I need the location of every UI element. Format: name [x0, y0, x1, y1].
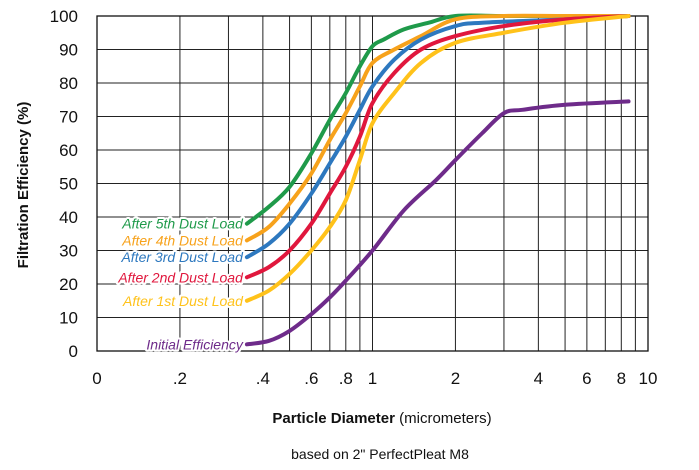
plot-frame	[96, 15, 649, 352]
y-tick-label: 0	[69, 342, 78, 361]
y-tick-label: 100	[50, 7, 78, 26]
series-label-halo-after-2nd-dust-load: After 2nd Dust Load	[117, 269, 244, 285]
series-label-initial-efficiency: Initial Efficiency	[146, 336, 243, 352]
x-tick-label: .4	[256, 369, 270, 388]
x-tick-label: 6	[582, 369, 591, 388]
x-axis-ticks: 0 .2 .4 .6 .8 1 2 4 6 8 10	[92, 369, 657, 388]
x-tick-label: .6	[304, 369, 318, 388]
x-tick-label: 10	[639, 369, 658, 388]
series-line-after-5th-dust-load	[244, 13, 631, 226]
x-axis-label: Particle Diameter (micrometers)	[272, 410, 491, 427]
y-tick-label: 90	[59, 41, 78, 60]
y-tick-label: 60	[59, 141, 78, 160]
series-label-after-3rd-dust-load: After 3rd Dust Load	[120, 249, 244, 265]
series-label-after-2nd-dust-load: After 2nd Dust Load	[117, 269, 244, 285]
x-axis-label-unit: (micrometers)	[399, 410, 492, 427]
y-tick-label: 10	[59, 309, 78, 328]
series-label-after-4th-dust-load: After 4th Dust Load	[121, 232, 244, 248]
chart-note: based on 2" PerfectPleat M8	[291, 446, 469, 462]
series-label-halo-after-3rd-dust-load: After 3rd Dust Load	[120, 249, 244, 265]
y-tick-label: 50	[59, 175, 78, 194]
y-tick-label: 80	[59, 74, 78, 93]
y-axis-ticks: 0 10 20 30 40 50 60 70 80 90 100	[50, 7, 78, 361]
series-label-after-1st-dust-load: After 1st Dust Load	[122, 293, 244, 309]
series-line-after-1st-dust-load	[244, 14, 631, 303]
series-label-halo-after-4th-dust-load: After 4th Dust Load	[121, 232, 244, 248]
series-label-after-5th-dust-load: After 5th Dust Load	[121, 216, 244, 232]
series-line-after-3rd-dust-load	[244, 14, 631, 260]
series-line-after-2nd-dust-load	[244, 14, 631, 280]
y-axis-label: Filtration Efficiency (%)	[15, 102, 32, 269]
x-tick-label: 2	[451, 369, 460, 388]
x-tick-label: .2	[173, 369, 187, 388]
series-label-halo-after-5th-dust-load: After 5th Dust Load	[121, 216, 244, 232]
grid	[96, 15, 649, 352]
x-tick-label: 8	[617, 369, 626, 388]
x-tick-label: 4	[534, 369, 543, 388]
y-tick-label: 70	[59, 108, 78, 127]
x-tick-label: 1	[368, 369, 377, 388]
y-tick-label: 40	[59, 208, 78, 227]
x-tick-label: 0	[92, 369, 101, 388]
x-axis-label-main: Particle Diameter	[272, 410, 395, 427]
y-tick-label: 20	[59, 275, 78, 294]
series-line-initial-efficiency	[244, 99, 631, 347]
series-lines	[244, 13, 631, 347]
series-label-halo-after-1st-dust-load: After 1st Dust Load	[122, 293, 244, 309]
series-label-halo-initial-efficiency: Initial Efficiency	[146, 336, 243, 352]
y-tick-label: 30	[59, 242, 78, 261]
x-tick-label: .8	[339, 369, 353, 388]
series-line-after-4th-dust-load	[244, 13, 631, 243]
